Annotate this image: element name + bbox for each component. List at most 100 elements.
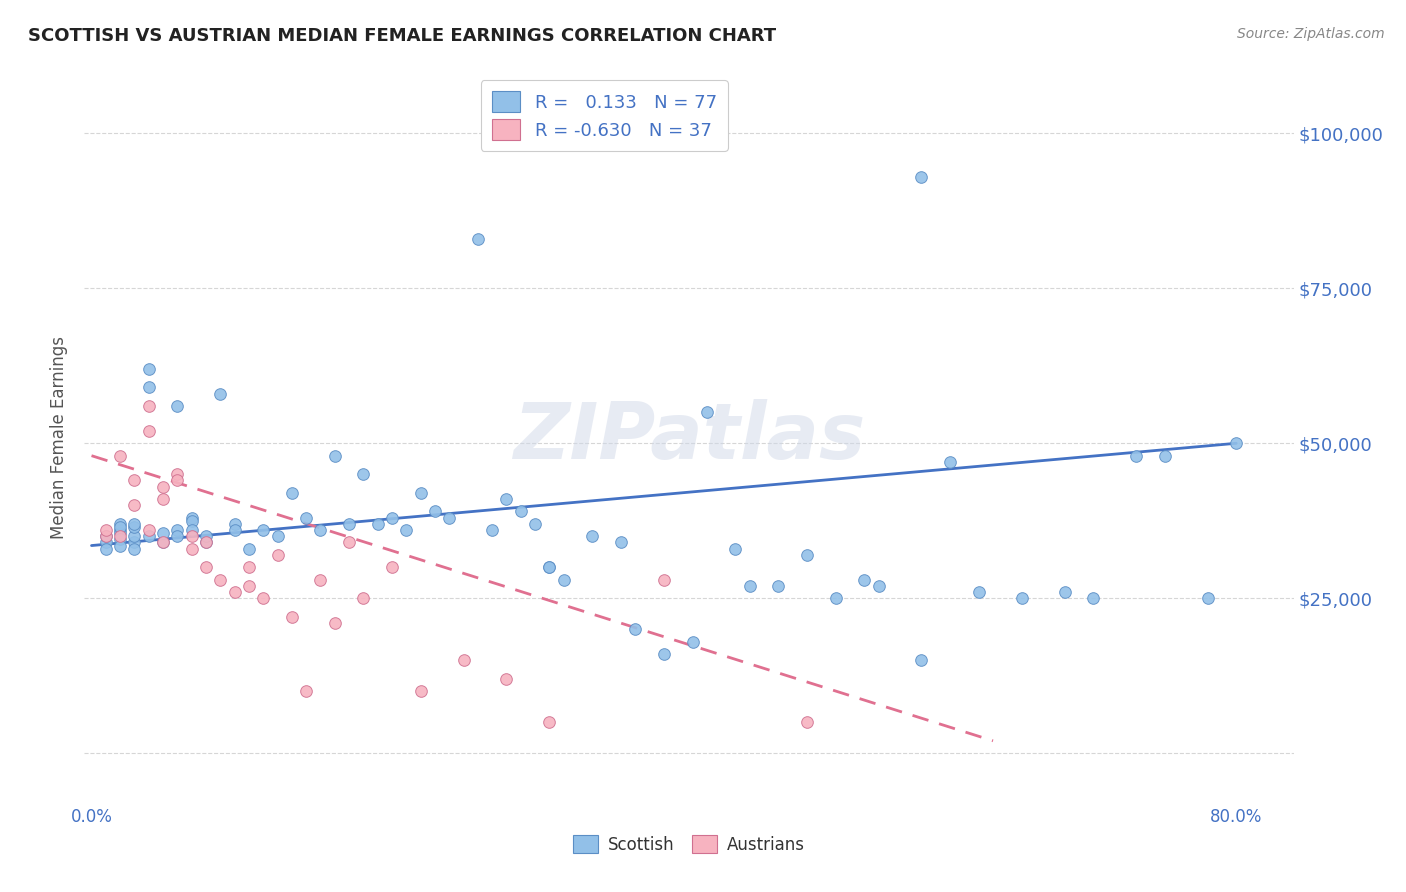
Point	[108, 520, 131, 534]
Point	[467, 232, 489, 246]
Point	[124, 520, 146, 534]
Point	[1197, 591, 1219, 606]
Point	[481, 523, 503, 537]
Point	[509, 504, 531, 518]
Point	[266, 548, 288, 562]
Point	[124, 541, 146, 556]
Point	[295, 510, 318, 524]
Point	[824, 591, 846, 606]
Point	[367, 516, 389, 531]
Point	[696, 405, 718, 419]
Point	[108, 529, 131, 543]
Point	[652, 647, 675, 661]
Point	[453, 653, 475, 667]
Point	[195, 535, 218, 549]
Point	[738, 579, 761, 593]
Point	[352, 467, 374, 482]
Point	[209, 386, 232, 401]
Point	[224, 585, 246, 599]
Point	[381, 560, 404, 574]
Point	[195, 560, 218, 574]
Point	[910, 653, 932, 667]
Point	[1125, 449, 1147, 463]
Point	[152, 480, 174, 494]
Point	[581, 529, 603, 543]
Point	[1153, 449, 1175, 463]
Point	[939, 455, 962, 469]
Point	[166, 474, 188, 488]
Point	[281, 610, 304, 624]
Point	[252, 523, 274, 537]
Point	[166, 529, 188, 543]
Point	[309, 573, 332, 587]
Point	[152, 526, 174, 541]
Point	[138, 529, 160, 543]
Point	[553, 573, 575, 587]
Point	[381, 510, 404, 524]
Text: SCOTTISH VS AUSTRIAN MEDIAN FEMALE EARNINGS CORRELATION CHART: SCOTTISH VS AUSTRIAN MEDIAN FEMALE EARNI…	[28, 27, 776, 45]
Point	[138, 399, 160, 413]
Point	[138, 380, 160, 394]
Point	[94, 535, 117, 549]
Point	[323, 449, 346, 463]
Point	[538, 560, 561, 574]
Y-axis label: Median Female Earnings: Median Female Earnings	[51, 335, 69, 539]
Point	[108, 539, 131, 553]
Point	[108, 516, 131, 531]
Point	[495, 672, 517, 686]
Point	[180, 541, 202, 556]
Point	[224, 523, 246, 537]
Point	[180, 529, 202, 543]
Point	[724, 541, 747, 556]
Point	[524, 516, 547, 531]
Point	[124, 498, 146, 512]
Point	[138, 362, 160, 376]
Legend: Scottish, Austrians: Scottish, Austrians	[567, 829, 811, 860]
Point	[138, 424, 160, 438]
Point	[180, 510, 202, 524]
Point	[238, 541, 260, 556]
Point	[337, 516, 360, 531]
Point	[252, 591, 274, 606]
Point	[94, 541, 117, 556]
Point	[166, 523, 188, 537]
Point	[323, 615, 346, 630]
Point	[108, 526, 131, 541]
Point	[152, 535, 174, 549]
Point	[124, 516, 146, 531]
Point	[124, 535, 146, 549]
Point	[495, 491, 517, 506]
Point	[868, 579, 890, 593]
Point	[796, 548, 818, 562]
Point	[224, 516, 246, 531]
Point	[152, 491, 174, 506]
Point	[180, 523, 202, 537]
Point	[796, 715, 818, 730]
Point	[1083, 591, 1105, 606]
Text: Source: ZipAtlas.com: Source: ZipAtlas.com	[1237, 27, 1385, 41]
Point	[538, 560, 561, 574]
Point	[166, 399, 188, 413]
Point	[124, 474, 146, 488]
Point	[610, 535, 633, 549]
Point	[138, 523, 160, 537]
Point	[409, 684, 432, 698]
Point	[309, 523, 332, 537]
Point	[209, 573, 232, 587]
Point	[238, 579, 260, 593]
Point	[352, 591, 374, 606]
Point	[124, 529, 146, 543]
Point	[624, 622, 647, 636]
Text: ZIPatlas: ZIPatlas	[513, 399, 865, 475]
Point	[238, 560, 260, 574]
Point	[195, 535, 218, 549]
Point	[166, 467, 188, 482]
Point	[409, 486, 432, 500]
Point	[1011, 591, 1033, 606]
Point	[910, 169, 932, 184]
Point	[152, 535, 174, 549]
Point	[295, 684, 318, 698]
Point	[108, 523, 131, 537]
Point	[1225, 436, 1247, 450]
Point	[395, 523, 418, 537]
